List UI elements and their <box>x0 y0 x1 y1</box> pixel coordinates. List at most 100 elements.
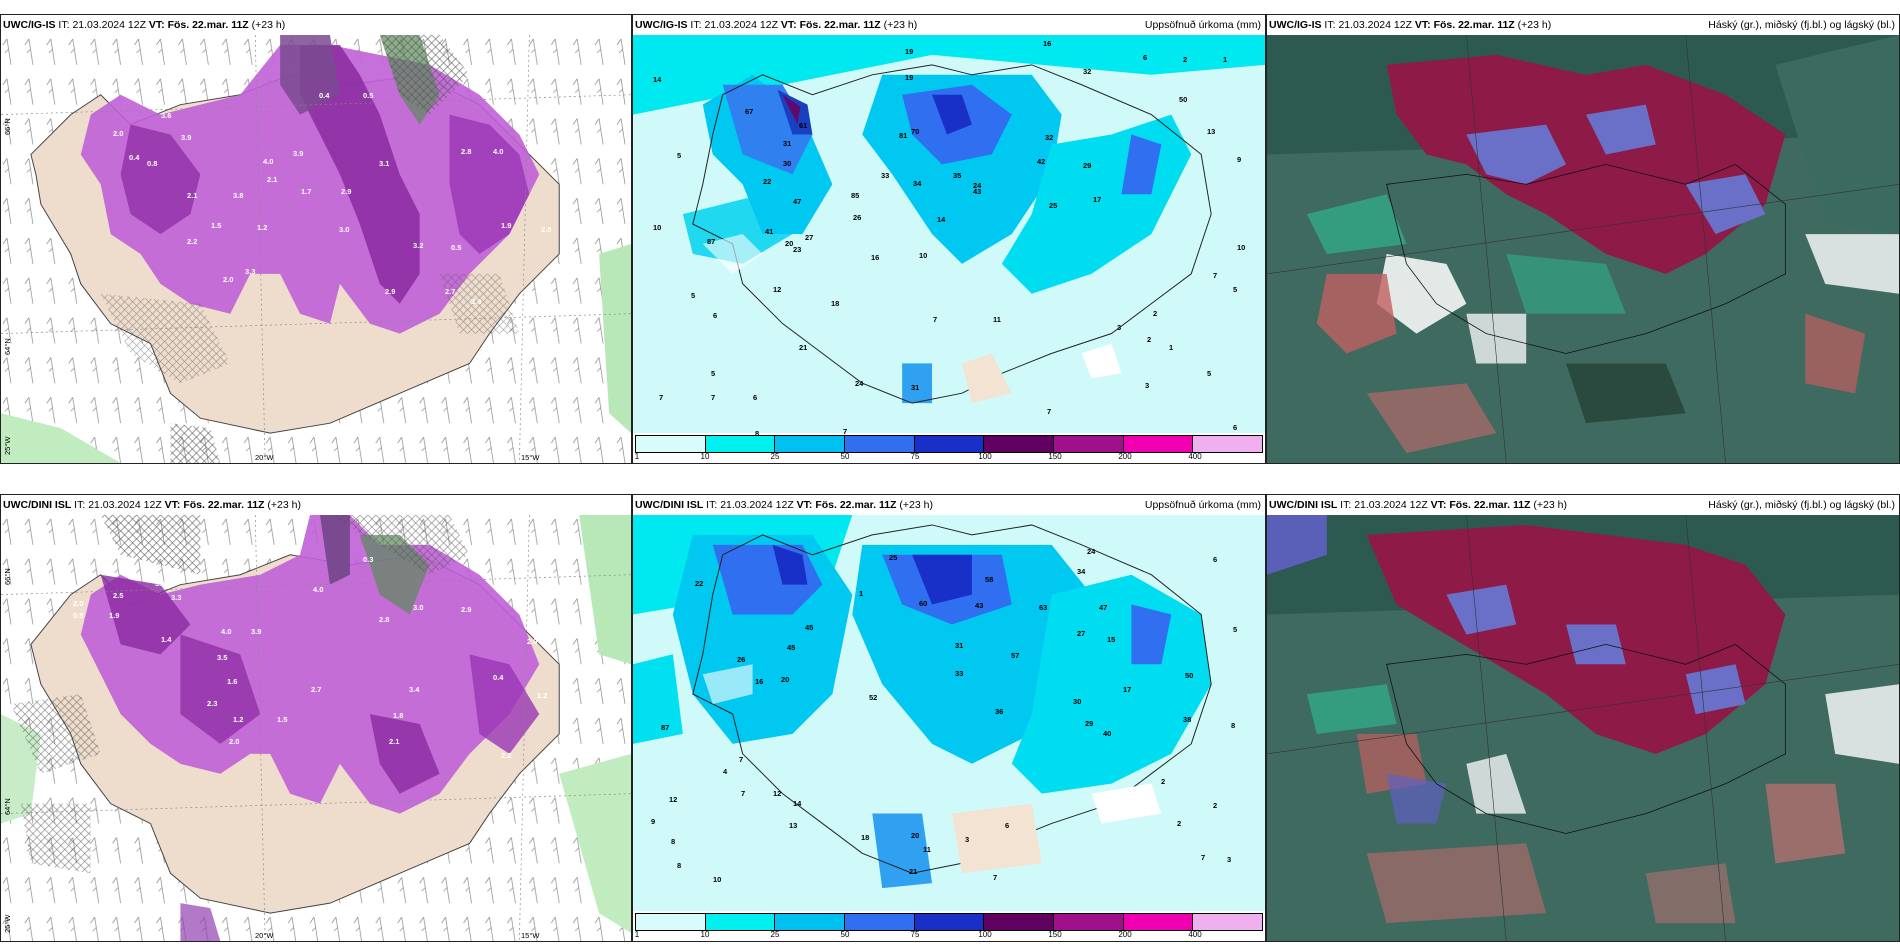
snow-value: 2.3 <box>207 699 218 708</box>
snow-value: 4.0 <box>313 585 324 594</box>
colorbar-label: 200 <box>1118 452 1132 461</box>
precip-value: 34 <box>1077 567 1086 576</box>
precip-value: 36 <box>995 707 1004 716</box>
precip-value: 20 <box>785 239 794 248</box>
snow-value: 3.9 <box>251 627 262 636</box>
valid-time: Fös. 22.mar. 11Z <box>183 499 265 511</box>
precip-value: 87 <box>661 723 670 732</box>
snow-value: 0.5 <box>363 91 374 100</box>
precip-value: 25 <box>889 553 898 562</box>
precip-value: 1 <box>1169 343 1174 352</box>
precip-value: 16 <box>755 677 764 686</box>
field-title: Uppsöfnuð úrkoma (mm) <box>1144 19 1261 31</box>
precip-value: 31 <box>955 641 964 650</box>
snow-value: 1.7 <box>301 187 312 196</box>
precip-value: 5 <box>677 151 682 160</box>
panel-header: UWC/DINI ISL IT: 21.03.2024 12Z VT: Fös.… <box>1267 495 1899 515</box>
precip-value: 23 <box>793 245 802 254</box>
colorbar-cell <box>984 436 1055 452</box>
precip-value: 81 <box>899 131 908 140</box>
colorbar-label: 1 <box>634 452 640 461</box>
precip-value: 7 <box>1047 407 1052 416</box>
lat-label: 66°N <box>3 568 12 585</box>
field-title: Háský (gr.), miðský (fj.bl.) og lágský (… <box>1708 19 1895 31</box>
colorbar-cell <box>1123 914 1194 930</box>
snow-value: 3.0 <box>413 603 424 612</box>
colorbar-cell <box>636 436 706 452</box>
precip-value: 41 <box>765 227 774 236</box>
precip-value: 5 <box>691 291 696 300</box>
snow-value: 1.5 <box>277 715 288 724</box>
precip-value: 14 <box>937 215 946 224</box>
precip-value: 10 <box>1237 243 1246 252</box>
valid-time: Fös. 22.mar. 11Z <box>799 19 881 31</box>
colorbar: 1 10 25 50 75 100 150 200 400 <box>633 911 1265 941</box>
snow-map-svg <box>1 35 631 463</box>
precip-value: 57 <box>1011 651 1020 660</box>
snow-value: 0.4 <box>129 153 140 162</box>
precip-value: 16 <box>1043 39 1052 48</box>
snow-value: 3.3 <box>171 593 182 602</box>
precip-value: 18 <box>831 299 840 308</box>
snow-map: 66°N 64°N 25°W 20°W 15°W 3.5 2.5 3.3 0.5… <box>1 515 631 941</box>
snow-value: 3.9 <box>293 149 304 158</box>
precip-map-svg <box>633 35 1265 433</box>
valid-time: Fös. 22.mar. 11Z <box>1449 499 1531 511</box>
precip-value: 85 <box>851 191 860 200</box>
precip-value: 10 <box>713 875 722 884</box>
snow-value: 2.7 <box>445 287 456 296</box>
precip-map <box>633 515 1265 911</box>
precip-value: 24 <box>855 379 864 388</box>
precip-value: 5 <box>1207 369 1212 378</box>
snow-value: 2.0 <box>73 599 84 608</box>
precip-value: 8 <box>1231 721 1236 730</box>
precip-value: 47 <box>793 197 802 206</box>
precip-value: 29 <box>1083 161 1092 170</box>
precip-value: 25 <box>1049 201 1058 210</box>
snow-value: 2.9 <box>341 187 352 196</box>
snow-value: 2.1 <box>187 191 198 200</box>
valid-time: Fös. 22.mar. 11Z <box>167 19 249 31</box>
cloud-map-svg <box>1267 515 1899 941</box>
lead-time: (+23 h) <box>899 499 933 511</box>
precip-value: 7 <box>711 393 716 402</box>
colorbar-label: 10 <box>700 452 710 461</box>
snow-value: 2.8 <box>379 615 390 624</box>
colorbar-cell <box>845 436 915 452</box>
cloud-map <box>1267 515 1899 941</box>
snow-value: 2.8 <box>461 147 472 156</box>
precip-value: 3 <box>1117 323 1122 332</box>
panel-snow-igis: UWC/IG-IS IT: 21.03.2024 12Z VT: Fös. 22… <box>0 14 632 464</box>
precip-value: 22 <box>763 177 772 186</box>
precip-value: 11 <box>993 315 1001 324</box>
precip-value: 60 <box>919 599 928 608</box>
precip-value: 12 <box>773 789 782 798</box>
lead-time: (+23 h) <box>883 19 918 31</box>
precip-value: 42 <box>1037 157 1046 166</box>
precip-value: 12 <box>773 285 782 294</box>
precip-value: 2 <box>1177 819 1182 828</box>
precip-value: 2 <box>1147 335 1152 344</box>
precip-value: 10 <box>919 251 928 260</box>
snow-value: 2.0 <box>229 737 240 746</box>
precip-value: 70 <box>911 127 920 136</box>
panel-header: UWC/DINI ISL IT: 21.03.2024 12Z VT: Fös.… <box>1 495 631 515</box>
colorbar-label: 1 <box>634 930 640 939</box>
colorbar-label: 10 <box>700 930 710 939</box>
precip-value: 6 <box>1233 423 1238 432</box>
colorbar-label: 100 <box>978 452 992 461</box>
colorbar-cell <box>984 914 1055 930</box>
colorbar-label: 150 <box>1048 930 1062 939</box>
precip-value: 45 <box>805 623 814 632</box>
colorbar-label: 400 <box>1188 452 1202 461</box>
snow-value: 3.4 <box>409 685 420 694</box>
lat-label: 25°W <box>3 914 12 933</box>
precip-value: 16 <box>871 253 880 262</box>
snow-value: 0.4 <box>493 673 504 682</box>
init-time: 21.03.2024 12Z <box>88 499 162 511</box>
precip-value: 19 <box>905 73 914 82</box>
precip-value: 20 <box>781 675 790 684</box>
field-title: Háský (gr.), miðský (fj.bl.) og lágský (… <box>1708 499 1895 511</box>
precip-value: 26 <box>853 213 862 222</box>
colorbar-cell <box>914 914 985 930</box>
